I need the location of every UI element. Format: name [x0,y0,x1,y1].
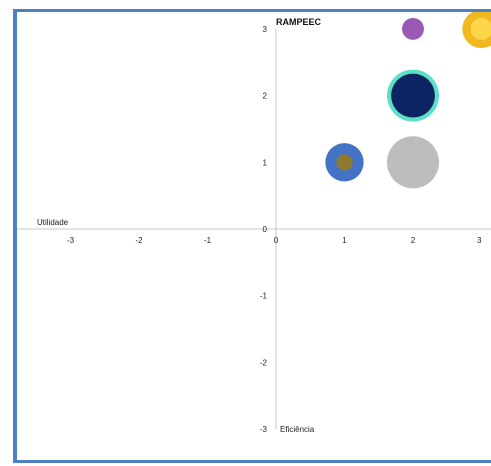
chart-title: RAMPEEC [276,17,322,27]
y-tick-label: -1 [260,292,268,301]
chart-frame [13,9,491,463]
x-tick-label: -2 [135,236,143,245]
x-tick-label: -3 [67,236,75,245]
bubble-5 [391,73,435,118]
x-tick-label: 0 [274,236,279,245]
y-tick-label: 3 [263,25,268,34]
x-tick-label: -1 [204,236,212,245]
y-tick-label: -2 [260,358,268,367]
x-tick-label: 1 [342,236,347,245]
bubbles-layer [325,12,491,189]
y-axis-title: Eficiência [280,425,315,434]
x-tick-label: 3 [477,236,482,245]
x-tick-labels: -3 -2 -1 0 1 2 3 [67,236,482,245]
bubble-6 [402,17,424,40]
x-tick-label: 2 [411,236,416,245]
bubble-2 [336,154,353,171]
y-tick-label: 2 [263,92,268,101]
bubble-3 [386,136,440,189]
bubble-8 [470,17,491,40]
y-tick-label: 1 [263,158,268,167]
y-tick-labels: 3 2 1 0 -1 -2 -3 [260,25,268,434]
y-tick-label: 0 [263,225,268,234]
y-tick-label: -3 [260,425,268,434]
x-axis-title: Utilidade [37,218,69,227]
